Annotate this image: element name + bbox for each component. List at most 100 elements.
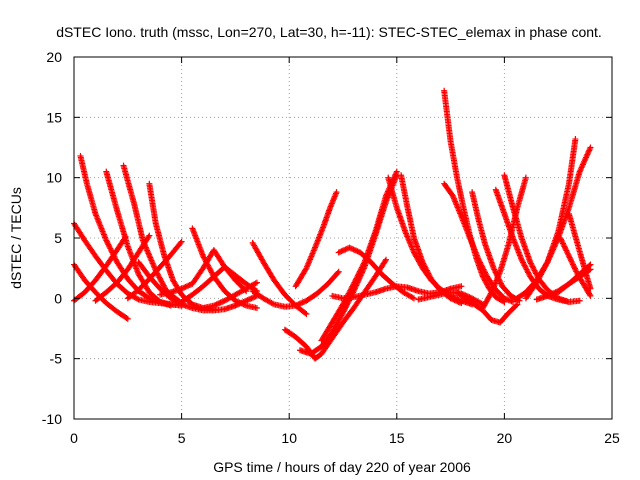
data-point [213, 301, 220, 308]
data-point [587, 292, 594, 299]
data-point [212, 301, 219, 308]
data-point [112, 255, 119, 262]
data-point [545, 292, 552, 299]
y-tick-label: 15 [46, 109, 62, 125]
series-26 [441, 180, 517, 305]
data-point [111, 253, 118, 260]
data-point [382, 258, 389, 265]
data-point [563, 248, 570, 255]
data-point [105, 241, 112, 248]
data-point [181, 284, 188, 291]
data-point [241, 301, 248, 308]
data-point [571, 264, 578, 271]
data-point [557, 235, 564, 241]
data-point [334, 269, 341, 276]
data-point [569, 260, 576, 267]
data-point [487, 290, 494, 297]
data-point [183, 283, 190, 290]
data-point [558, 236, 565, 243]
data-point [560, 241, 567, 248]
data-point [356, 268, 363, 275]
data-point [564, 250, 571, 257]
data-point [490, 265, 497, 272]
data-point [337, 248, 344, 255]
series-23 [398, 172, 465, 307]
data-point [522, 174, 529, 181]
chart-title: dSTEC Iono. truth (mssc, Lon=270, Lat=30… [56, 24, 602, 40]
data-point [350, 246, 357, 253]
data-point [109, 249, 116, 256]
data-point [269, 300, 276, 307]
data-point [333, 189, 340, 196]
data-point [220, 298, 227, 305]
data-point [341, 247, 348, 254]
data-point [454, 298, 461, 305]
data-point [587, 261, 594, 268]
data-point [110, 252, 117, 259]
data-point [350, 282, 357, 289]
data-point [393, 168, 400, 175]
data-point [572, 267, 579, 274]
data-point [302, 310, 309, 317]
data-point [560, 240, 567, 247]
data-point [558, 237, 565, 244]
data-point [343, 245, 350, 252]
data-point [570, 262, 577, 269]
series-30 [501, 172, 572, 305]
data-point [354, 272, 361, 279]
data-point [103, 238, 110, 245]
x-tick-label: 5 [178, 430, 186, 446]
data-point [568, 258, 575, 265]
data-point [354, 274, 361, 281]
data-point [210, 302, 217, 309]
data-point [360, 260, 367, 267]
data-point [543, 260, 550, 267]
data-point [339, 247, 346, 254]
data-point [349, 245, 356, 252]
data-point [146, 232, 153, 239]
series-21 [335, 244, 418, 302]
data-point [182, 283, 189, 290]
data-point [123, 315, 130, 322]
data-point [214, 300, 221, 307]
data-point [563, 247, 570, 254]
data-point [342, 246, 349, 253]
data-point [447, 295, 454, 302]
data-point [237, 300, 244, 307]
data-point [104, 240, 111, 247]
data-point [549, 290, 556, 297]
data-point [134, 295, 141, 302]
data-point [292, 302, 299, 309]
series-33 [522, 136, 579, 302]
x-tick-label: 20 [497, 430, 513, 446]
y-axis-label: dSTEC / TECUs [8, 187, 24, 289]
data-points [71, 87, 594, 362]
data-point [565, 251, 572, 258]
data-point [359, 263, 366, 270]
data-point [145, 233, 152, 240]
data-point [409, 294, 416, 301]
data-point [383, 256, 390, 263]
data-point [178, 285, 185, 292]
data-point [352, 278, 359, 285]
data-point [551, 289, 558, 296]
data-point [106, 244, 113, 251]
x-tick-label: 10 [281, 430, 297, 446]
data-point [179, 285, 186, 292]
data-point [235, 298, 242, 305]
x-tick-label: 0 [70, 430, 78, 446]
data-point [295, 301, 302, 308]
data-point [567, 257, 574, 264]
data-point [240, 301, 247, 308]
data-point [452, 297, 459, 304]
data-point [567, 255, 574, 262]
data-point [353, 275, 360, 282]
data-point [587, 285, 594, 292]
series-37 [533, 261, 594, 303]
data-point [586, 291, 593, 298]
data-point [178, 238, 185, 245]
data-point [569, 261, 576, 268]
data-point [355, 271, 362, 278]
data-point [572, 136, 579, 143]
